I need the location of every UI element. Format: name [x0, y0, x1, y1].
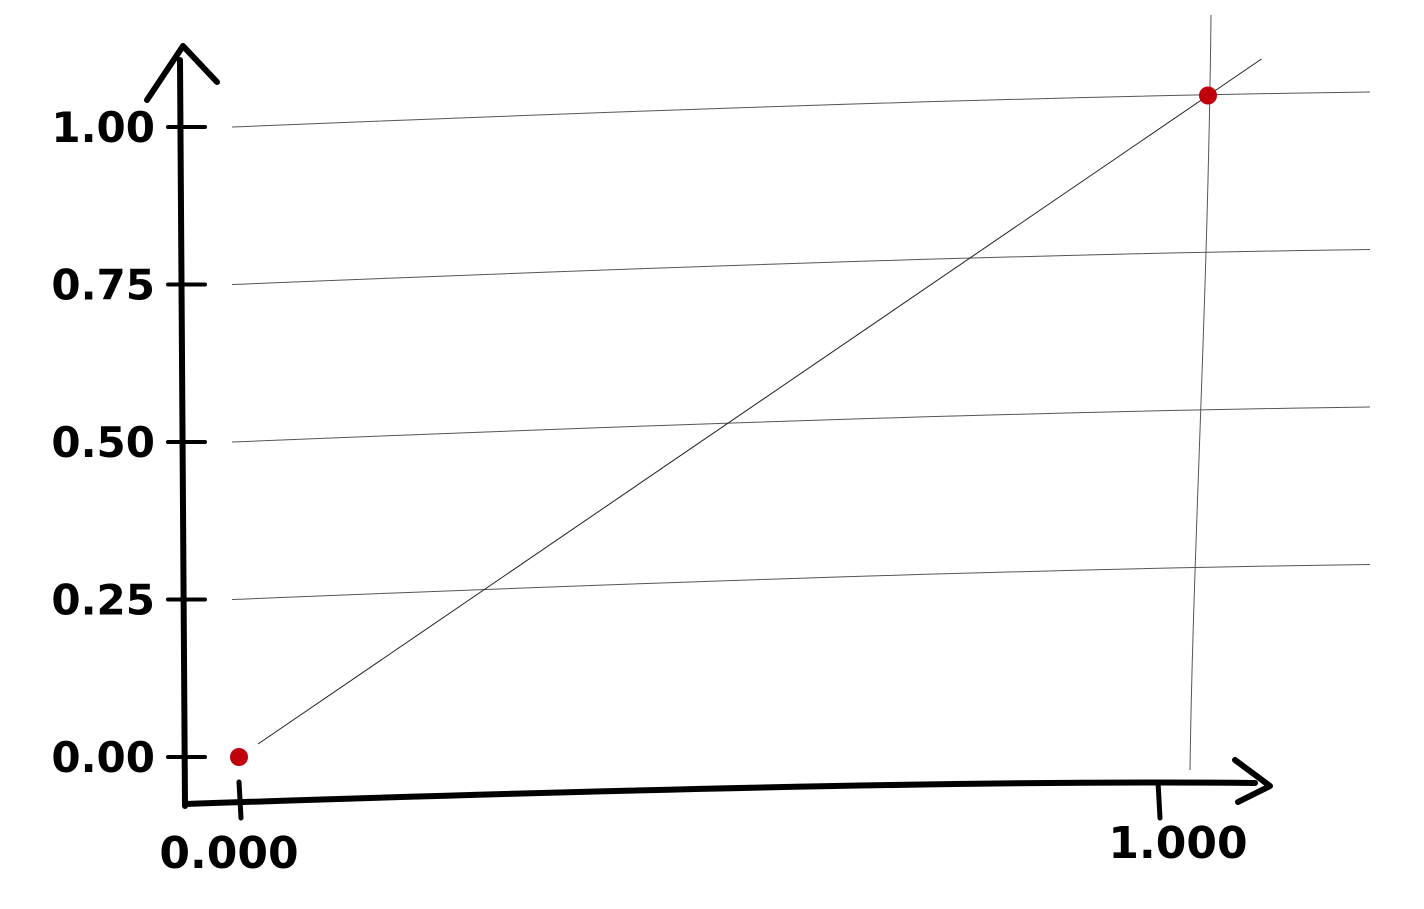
grid-lines [231, 14, 1371, 771]
data-point-0-1 [1199, 86, 1217, 105]
x-axis-arrowhead [1232, 757, 1273, 805]
ticks: 0.00 0.25 0.50 0.75 1.00 0.000 1.000 [51, 103, 1247, 879]
y-axis-line [177, 57, 188, 809]
grid-line-y-1 [231, 564, 1371, 600]
y-tick-label-2: 0.50 [51, 418, 155, 467]
y-tick-label-4: 1.00 [51, 103, 155, 152]
y-axis-arrowhead [144, 43, 220, 103]
y-tick-label-1: 0.25 [51, 576, 155, 625]
series-group [230, 58, 1262, 766]
x-tick-0 [236, 779, 244, 821]
data-point-0-0 [230, 748, 248, 766]
y-tick-label-3: 0.75 [51, 261, 155, 310]
y-tick-label-0: 0.00 [51, 733, 155, 782]
x-tick-label-0: 0.000 [159, 828, 298, 879]
grid-line-y-2 [231, 406, 1371, 443]
x-axis-line [182, 779, 1258, 807]
grid-line-y-3 [231, 249, 1371, 285]
grid-line-x-1 [1189, 14, 1212, 771]
axes [144, 43, 1273, 809]
x-tick-1 [1155, 779, 1163, 821]
series-line-0 [257, 58, 1262, 745]
x-tick-label-1: 1.000 [1108, 818, 1247, 869]
